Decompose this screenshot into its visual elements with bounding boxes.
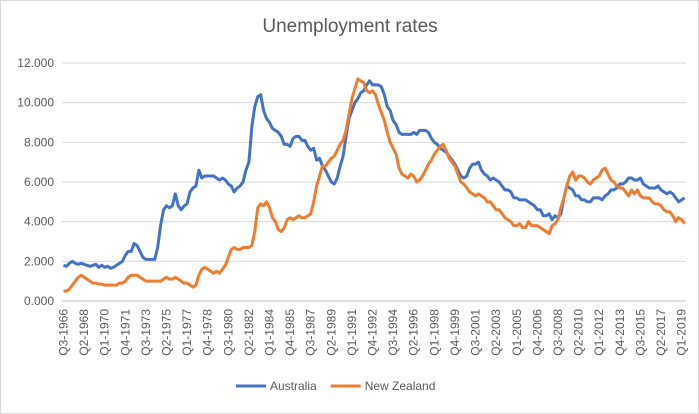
x-tick-label: Q2-1968	[77, 309, 91, 356]
x-tick-label: Q1-1970	[98, 309, 112, 356]
x-tick-label: Q4-1999	[448, 309, 462, 356]
y-tick-label: 8.000	[24, 135, 54, 149]
x-tick-label: Q1-1984	[263, 309, 277, 356]
y-tick-label: 6.000	[24, 175, 54, 189]
x-tick-label: Q3-1980	[221, 309, 235, 356]
x-tick-label: Q2-1996	[407, 309, 421, 356]
y-tick-label: 10.000	[17, 96, 54, 110]
x-tick-label: Q1-2005	[510, 309, 524, 356]
x-tick-label: Q1-1991	[345, 309, 359, 356]
x-tick-label: Q2-1975	[159, 309, 173, 356]
x-tick-label: Q4-1992	[366, 309, 380, 356]
x-tick-label: Q4-2013	[613, 309, 627, 356]
x-tick-label: Q2-1982	[242, 309, 256, 356]
x-tick-label: Q1-2012	[592, 309, 606, 356]
x-tick-label: Q3-1987	[304, 309, 318, 356]
chart-title: Unemployment rates	[262, 16, 437, 37]
series-line	[63, 77, 686, 293]
legend-label: Australia	[270, 379, 317, 393]
y-tick-label: 2.000	[24, 254, 54, 268]
x-tick-label: Q4-2006	[530, 309, 544, 356]
series-line	[62, 79, 686, 270]
x-tick-label: Q3-2008	[551, 309, 565, 356]
y-tick-label: 0.000	[24, 294, 54, 308]
x-tick-label: Q3-2015	[633, 309, 647, 356]
x-tick-label: Q1-1977	[180, 309, 194, 356]
x-tick-label: Q3-2001	[469, 309, 483, 356]
x-tick-label: Q1-2019	[675, 309, 689, 356]
x-tick-label: Q1-1998	[427, 309, 441, 356]
x-tick-label: Q2-2017	[654, 309, 668, 356]
legend-label: New Zealand	[365, 379, 436, 393]
x-tick-label: Q2-1989	[324, 309, 338, 356]
x-tick-label: Q3-1966	[56, 309, 70, 356]
x-tick-label: Q3-1973	[139, 309, 153, 356]
y-tick-label: 4.000	[24, 215, 54, 229]
x-tick-label: Q2-2003	[489, 309, 503, 356]
x-tick-label: Q2-2010	[572, 309, 586, 356]
x-tick-label: Q4-1971	[118, 309, 132, 356]
x-tick-label: Q4-1985	[283, 309, 297, 356]
y-tick-label: 12.000	[17, 56, 54, 70]
x-tick-label: Q4-1978	[201, 309, 215, 356]
x-tick-label: Q3-1994	[386, 309, 400, 356]
